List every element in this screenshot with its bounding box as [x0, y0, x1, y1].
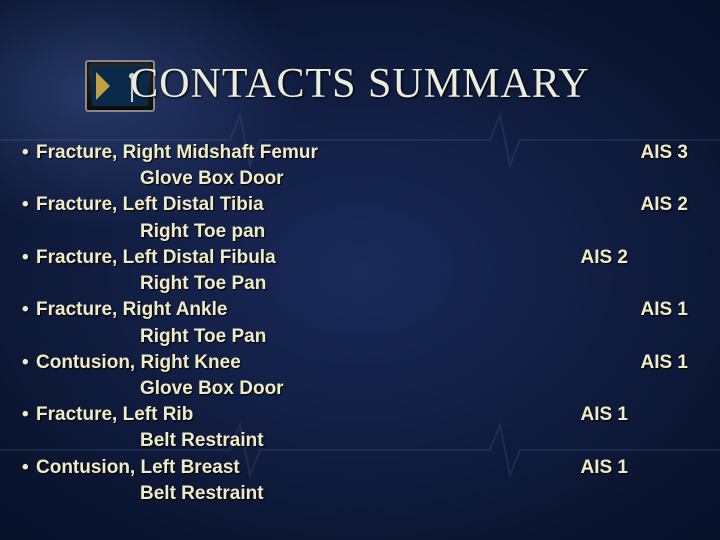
injury-text: •Fracture, Left Distal Tibia	[22, 192, 264, 218]
list-item: •Fracture, Left Distal Fibula AIS 2	[22, 245, 698, 271]
injury-list: •Fracture, Right Midshaft Femur AIS 3 Gl…	[22, 140, 698, 507]
list-item: •Fracture, Left Distal Tibia AIS 2	[22, 192, 698, 218]
slide-title: CONTACTS SUMMARY	[0, 60, 720, 108]
contact-text: Right Toe Pan	[22, 324, 698, 350]
list-item: •Contusion, Right Knee AIS 1	[22, 350, 698, 376]
injury-text: •Fracture, Left Rib	[22, 402, 193, 428]
list-item: •Fracture, Right Ankle AIS 1	[22, 297, 698, 323]
contact-text: Right Toe Pan	[22, 271, 698, 297]
ais-score: AIS 2	[640, 192, 698, 218]
ais-score: AIS 1	[580, 455, 698, 481]
contact-text: Belt Restraint	[22, 481, 698, 507]
contact-text: Glove Box Door	[22, 166, 698, 192]
injury-text: •Contusion, Left Breast	[22, 455, 240, 481]
ais-score: AIS 2	[580, 245, 698, 271]
injury-text: •Contusion, Right Knee	[22, 350, 241, 376]
contact-text: Belt Restraint	[22, 428, 698, 454]
injury-text: •Fracture, Left Distal Fibula	[22, 245, 276, 271]
list-item: •Fracture, Left Rib AIS 1	[22, 402, 698, 428]
ais-score: AIS 3	[640, 140, 698, 166]
contact-text: Right Toe pan	[22, 219, 698, 245]
injury-text: •Fracture, Right Ankle	[22, 297, 227, 323]
ais-score: AIS 1	[640, 297, 698, 323]
list-item: •Fracture, Right Midshaft Femur AIS 3	[22, 140, 698, 166]
list-item: •Contusion, Left Breast AIS 1	[22, 455, 698, 481]
contact-text: Glove Box Door	[22, 376, 698, 402]
ais-score: AIS 1	[580, 402, 698, 428]
injury-text: •Fracture, Right Midshaft Femur	[22, 140, 318, 166]
ais-score: AIS 1	[640, 350, 698, 376]
